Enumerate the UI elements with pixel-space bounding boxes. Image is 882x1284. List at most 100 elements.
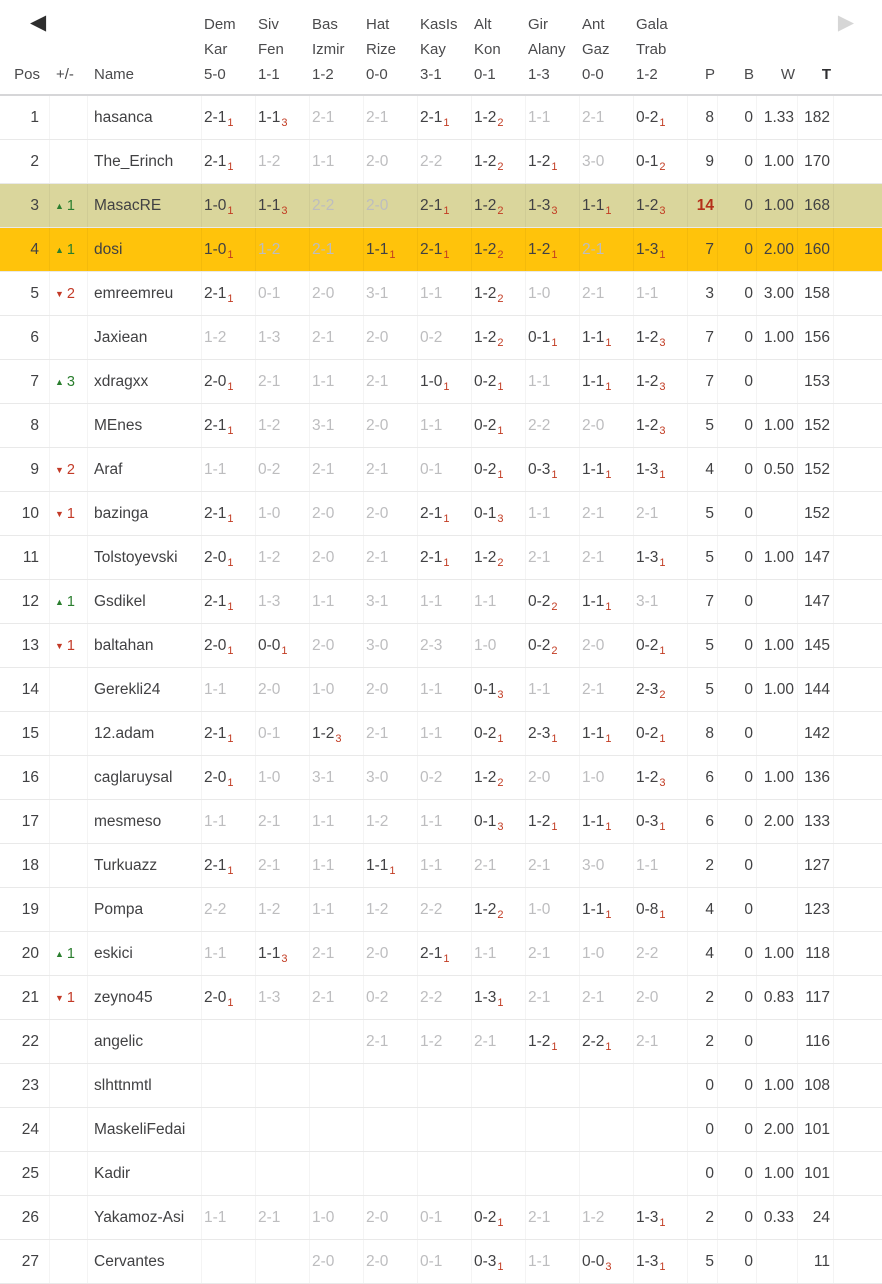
table-row: 12 ▲ 1 Gsdikel 2-1 1 1-3 1-1 3-1 1-1 1-1 0-2 2 1-1 1 3-… <box>0 580 882 624</box>
total-cell: 144 <box>798 668 834 711</box>
prediction-cell: 1-2 3 <box>634 316 688 359</box>
col-header-match-5: KasIs Kay 3-1 <box>418 12 472 87</box>
bonus-cell: 0 <box>718 1020 757 1063</box>
prediction-score: 0-3 <box>474 1252 497 1270</box>
bonus-cell: 0 <box>718 1152 757 1195</box>
prediction-cell: 1-1 <box>418 800 472 843</box>
prediction-cell <box>472 1108 526 1151</box>
bonus-cell: 0 <box>718 184 757 227</box>
prediction-cell: 3-0 <box>580 844 634 887</box>
player-name: mesmeso <box>88 800 202 843</box>
prediction-cell: 1-1 3 <box>256 184 310 227</box>
movement-indicator <box>50 96 88 139</box>
col-header-t: T <box>821 66 831 83</box>
prediction-cell: 2-0 <box>364 140 418 183</box>
total-cell: 153 <box>798 360 834 403</box>
prediction-cell: 1-0 <box>580 756 634 799</box>
prediction-cell: 0-1 <box>418 1196 472 1239</box>
prediction-points: 1 <box>551 160 558 173</box>
w-cell: 1.00 <box>757 1152 798 1195</box>
prediction-score: 1-1 <box>204 1208 227 1226</box>
prediction-cell: 2-0 <box>580 624 634 667</box>
position-cell: 17 <box>0 800 50 843</box>
prediction-score: 1-2 <box>366 812 389 830</box>
prediction-score: 2-0 <box>582 416 605 434</box>
prediction-cell: 2-0 1 <box>202 624 256 667</box>
movement-count: 1 <box>66 505 75 522</box>
table-row: 26 Yakamoz-Asi 1-1 2-1 1-0 2-0 0-1 0-2 1 2-1 1-2 1-… <box>0 1196 882 1240</box>
prediction-score: 2-1 <box>420 944 443 962</box>
prediction-score: 2-1 <box>420 548 443 566</box>
prediction-score: 0-2 <box>474 724 497 742</box>
table-row: 4 ▲ 1 dosi 1-0 1 1-2 2-1 1-1 1 2-1 1 1-2 2 1-2 1 2-1 1-3 1… <box>0 228 882 272</box>
prediction-score: 2-0 <box>528 768 551 786</box>
previous-week-arrow-icon[interactable]: ◀ <box>30 11 47 34</box>
prediction-score: 2-1 <box>582 504 605 522</box>
bonus-cell: 0 <box>718 888 757 931</box>
prediction-score: 1-1 <box>258 944 281 962</box>
col-header-name: Name <box>94 66 135 83</box>
prediction-cell: 0-1 1 <box>526 316 580 359</box>
player-name: Pompa <box>88 888 202 931</box>
prediction-score: 2-0 <box>312 636 335 654</box>
prediction-points: 1 <box>443 380 450 393</box>
prediction-score: 0-2 <box>636 724 659 742</box>
prediction-cell: 2-0 <box>634 976 688 1019</box>
prediction-cell: 1-2 3 <box>634 756 688 799</box>
movement-indicator <box>50 1064 88 1107</box>
prediction-cell: 1-1 <box>526 360 580 403</box>
prediction-score: 1-2 <box>258 548 281 566</box>
prediction-score: 1-1 <box>420 724 443 742</box>
bonus-cell: 0 <box>718 1196 757 1239</box>
prediction-score: 1-0 <box>204 196 227 214</box>
prediction-score: 0-3 <box>636 812 659 830</box>
prediction-points: 1 <box>605 468 612 481</box>
prediction-cell <box>472 1152 526 1195</box>
total-cell: 145 <box>798 624 834 667</box>
bonus-cell: 0 <box>718 800 757 843</box>
position-cell: 19 <box>0 888 50 931</box>
player-name: Gerekli24 <box>88 668 202 711</box>
total-cell: 24 <box>798 1196 834 1239</box>
prediction-score: 2-0 <box>366 680 389 698</box>
prediction-cell: 2-0 <box>256 668 310 711</box>
prediction-score: 2-2 <box>312 196 335 214</box>
prediction-cell: 1-2 <box>202 316 256 359</box>
prediction-cell: 1-2 <box>256 228 310 271</box>
prediction-score: 0-1 <box>474 504 497 522</box>
prediction-cell: 1-0 <box>580 932 634 975</box>
prediction-points: 1 <box>659 820 666 833</box>
prediction-score: 0-1 <box>420 1252 443 1270</box>
prediction-points: 1 <box>443 204 450 217</box>
prediction-score: 0-2 <box>420 768 443 786</box>
prediction-score: 1-2 <box>420 1032 443 1050</box>
prediction-cell: 2-0 <box>364 492 418 535</box>
prediction-points: 1 <box>605 380 612 393</box>
prediction-cell: 1-2 <box>256 888 310 931</box>
next-week-arrow-icon[interactable]: ▶ <box>837 11 854 34</box>
prediction-cell: 3-1 <box>310 404 364 447</box>
prediction-score: 2-1 <box>528 988 551 1006</box>
points-cell: 2 <box>688 844 718 887</box>
prediction-score: 1-2 <box>474 900 497 918</box>
position-cell: 22 <box>0 1020 50 1063</box>
up-triangle-icon: ▲ <box>55 596 64 607</box>
total-cell: 156 <box>798 316 834 359</box>
prediction-points: 1 <box>497 380 504 393</box>
prediction-cell <box>418 1152 472 1195</box>
prediction-score: 2-1 <box>312 240 335 258</box>
prediction-score: 1-3 <box>636 240 659 258</box>
prediction-score: 1-2 <box>258 416 281 434</box>
movement-count: 2 <box>66 285 75 302</box>
prediction-points: 1 <box>605 908 612 921</box>
prediction-score: 1-1 <box>636 284 659 302</box>
prediction-score: 0-0 <box>582 1252 605 1270</box>
prediction-score: 2-1 <box>366 724 389 742</box>
prediction-score: 0-2 <box>420 328 443 346</box>
prediction-score: 2-1 <box>204 592 227 610</box>
prediction-score: 2-1 <box>312 108 335 126</box>
prediction-points: 1 <box>497 1260 504 1273</box>
prediction-cell: 1-1 <box>472 580 526 623</box>
prediction-points: 1 <box>227 116 234 129</box>
bonus-cell: 0 <box>718 1064 757 1107</box>
